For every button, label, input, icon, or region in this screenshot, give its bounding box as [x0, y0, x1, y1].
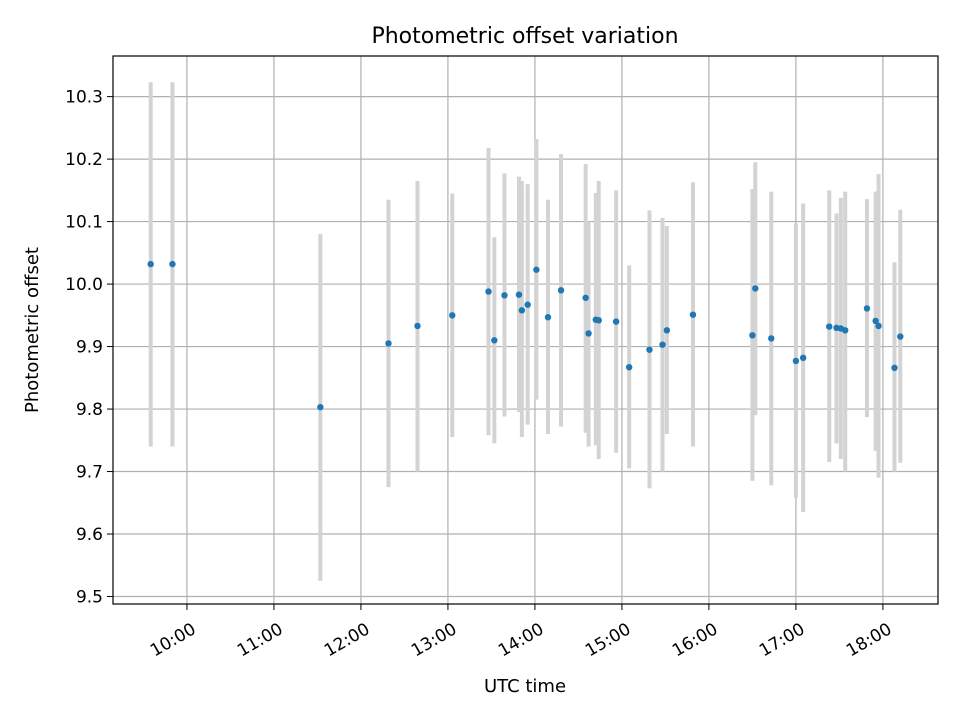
data-point — [515, 291, 523, 298]
data-point — [768, 335, 775, 342]
data-point — [485, 288, 492, 295]
data-point — [689, 311, 697, 318]
data-point — [491, 337, 498, 344]
data-points — [147, 260, 904, 411]
data-point — [501, 292, 508, 299]
x-axis-label: UTC time — [484, 676, 566, 697]
data-point — [872, 317, 879, 325]
data-point — [749, 332, 756, 339]
data-point — [897, 333, 904, 340]
data-point — [875, 322, 882, 330]
y-axis-label: Photometric offset — [22, 247, 43, 413]
chart-title: Photometric offset variation — [371, 24, 678, 49]
data-point — [646, 346, 653, 353]
y-tick-label: 10.2 — [65, 150, 103, 170]
y-tick-label: 9.9 — [76, 338, 103, 358]
data-point — [826, 323, 833, 330]
data-point — [625, 363, 633, 371]
y-tick-label: 10.0 — [65, 275, 103, 295]
data-point — [449, 312, 456, 319]
data-point — [842, 327, 849, 334]
data-point — [169, 260, 176, 268]
y-tick-label: 10.1 — [65, 213, 103, 233]
data-point — [317, 403, 324, 411]
data-point — [147, 260, 154, 268]
y-tick-label: 10.3 — [65, 88, 103, 108]
data-point — [595, 317, 602, 324]
data-point — [518, 307, 526, 314]
grid — [113, 56, 938, 604]
y-tick-label: 9.7 — [76, 463, 103, 483]
data-point — [663, 327, 671, 334]
y-tick-label: 9.8 — [76, 400, 103, 420]
data-point — [524, 301, 531, 308]
y-axis-ticks: 9.5 9.6 9.7 9.8 9.9 10.0 10.1 10.2 10.3 — [65, 88, 113, 608]
data-point — [557, 287, 565, 294]
data-point — [582, 294, 589, 302]
y-tick-label: 9.6 — [76, 525, 103, 545]
plot-frame — [112, 55, 939, 605]
data-point — [792, 357, 800, 365]
data-point — [544, 313, 552, 321]
data-point — [891, 364, 898, 372]
data-point — [414, 322, 421, 330]
data-point — [659, 341, 666, 348]
data-point — [863, 305, 871, 312]
y-tick-label: 9.5 — [76, 588, 103, 608]
data-point — [752, 285, 759, 292]
data-point — [385, 340, 392, 347]
data-point — [533, 266, 540, 273]
data-point — [585, 330, 592, 337]
data-point — [612, 318, 620, 325]
data-point — [799, 354, 807, 362]
